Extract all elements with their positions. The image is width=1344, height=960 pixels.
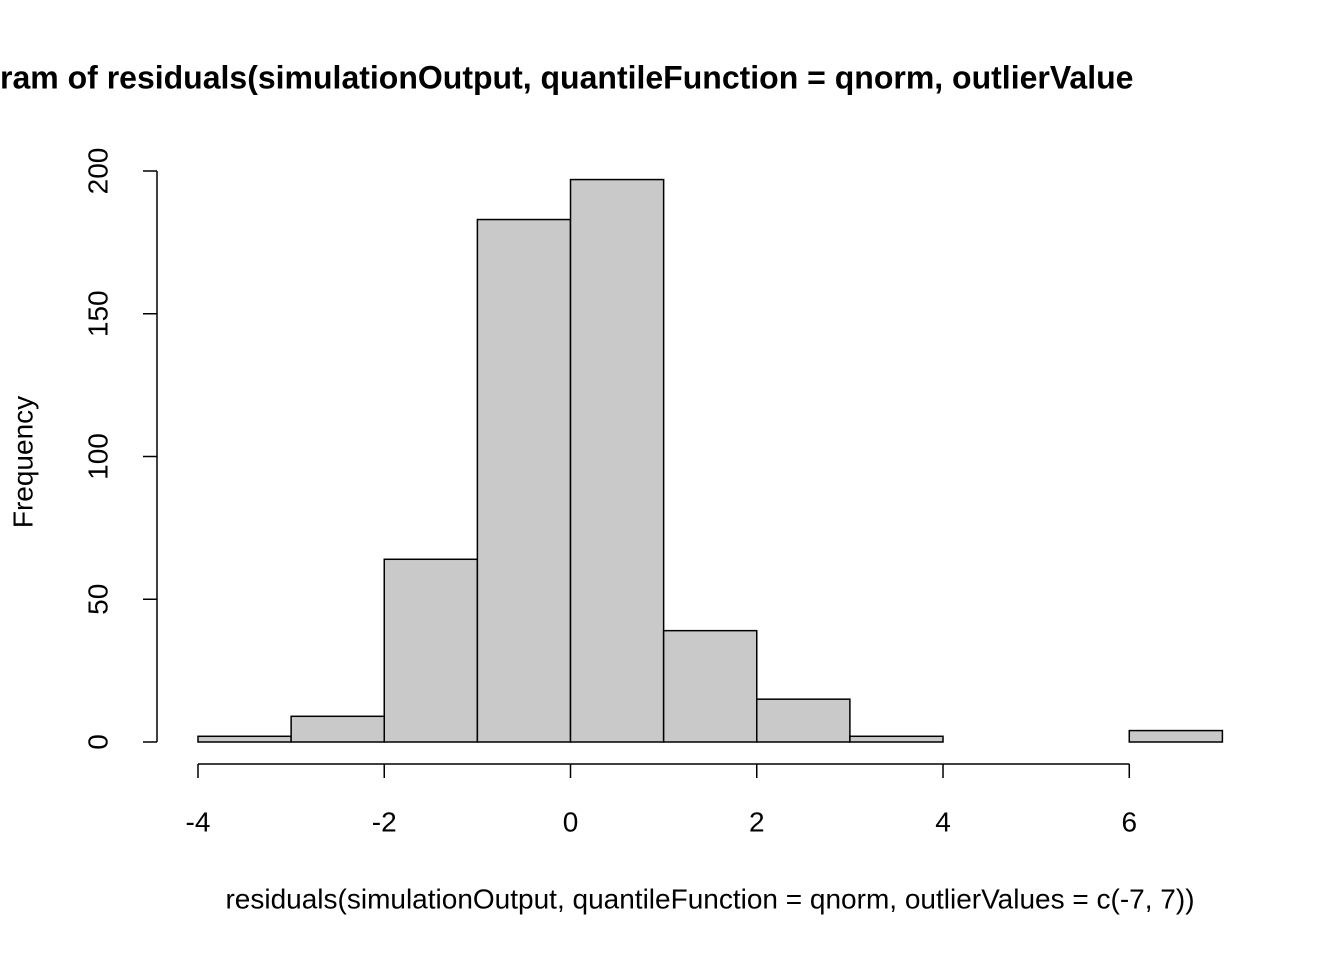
bar — [662, 629, 758, 743]
bar — [383, 558, 479, 743]
y-axis-label: Frequency — [7, 396, 38, 528]
chart-title: ram of residuals(simulationOutput, quant… — [0, 59, 1133, 95]
y-tick-label: 50 — [82, 584, 113, 615]
x-tick-label: -2 — [372, 806, 397, 837]
bar — [569, 178, 665, 743]
x-tick-label: 6 — [1121, 806, 1137, 837]
bar — [849, 735, 944, 743]
x-tick-label: -4 — [186, 806, 211, 837]
y-tick-label: 200 — [82, 148, 113, 195]
y-tick-label: 150 — [82, 290, 113, 337]
bar — [476, 218, 572, 743]
bar — [756, 698, 851, 743]
y-tick-label: 100 — [82, 433, 113, 480]
y-tick-label: 0 — [82, 734, 113, 750]
x-tick-label: 4 — [935, 806, 951, 837]
bar — [1128, 729, 1224, 743]
bar — [290, 715, 386, 743]
x-tick-label: 2 — [749, 806, 765, 837]
bar — [197, 735, 292, 743]
x-tick-label: 0 — [563, 806, 579, 837]
x-axis-label: residuals(simulationOutput, quantileFunc… — [225, 883, 1194, 914]
